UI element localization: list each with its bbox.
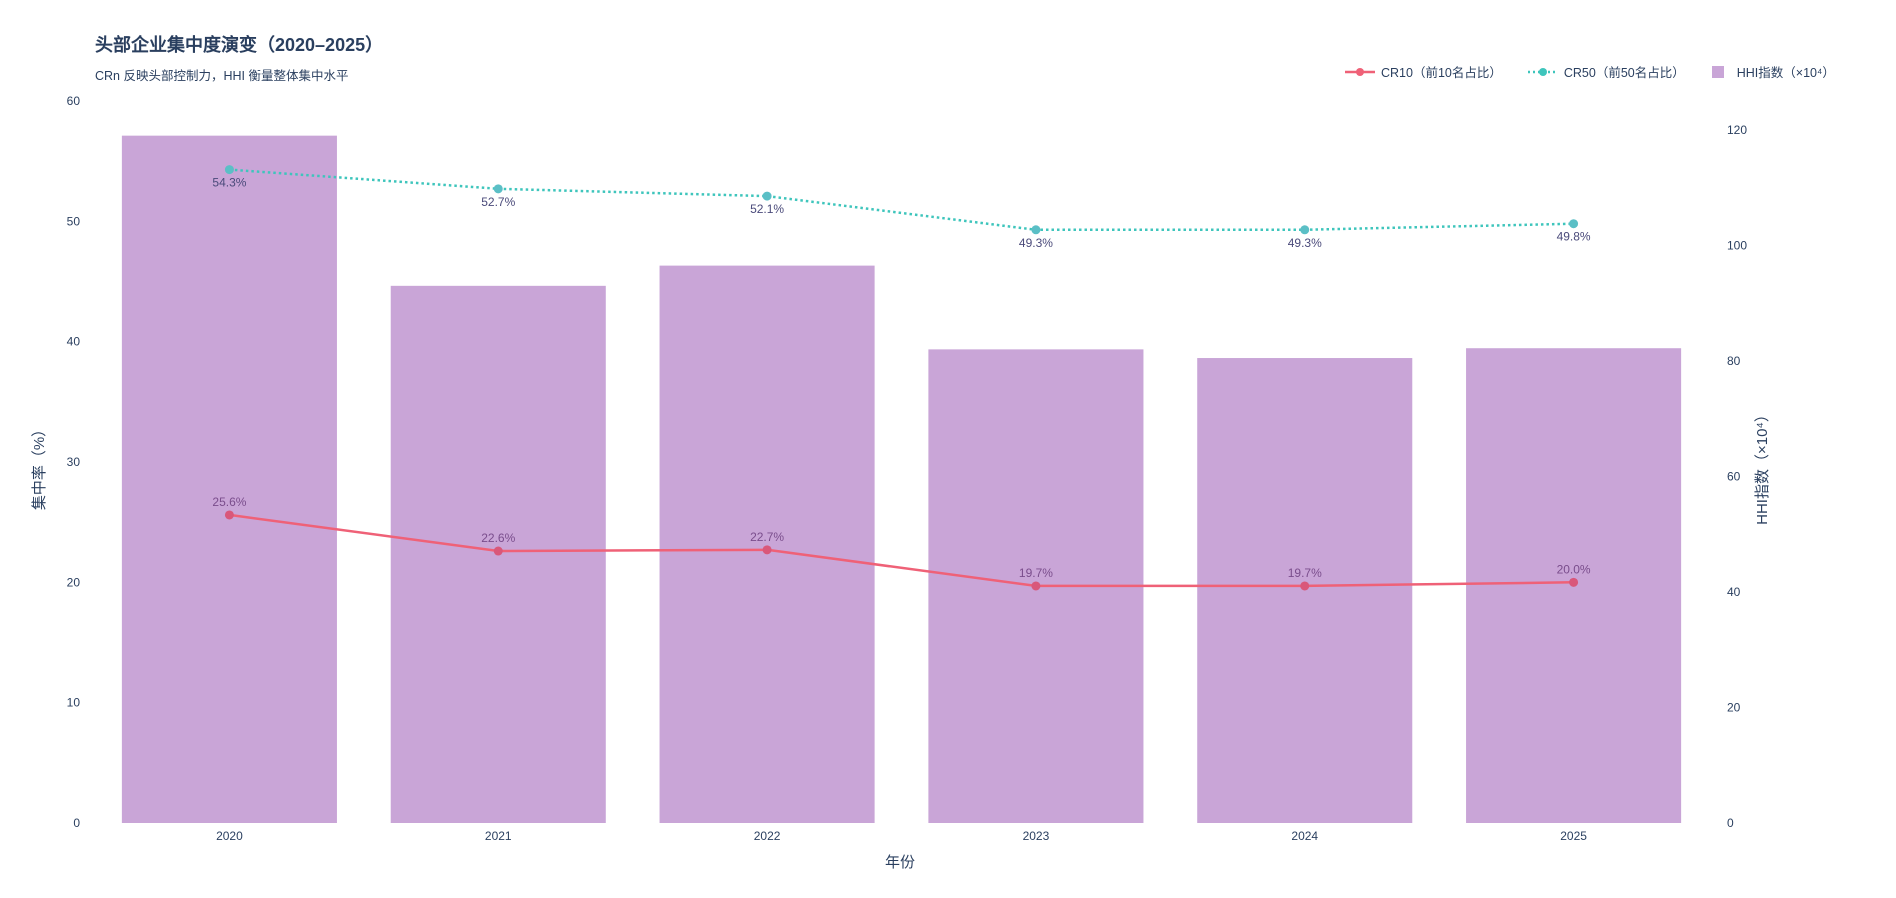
y2-tick-label: 100: [1727, 238, 1747, 252]
y-tick-label: 40: [67, 335, 81, 349]
y-tick-label: 60: [67, 94, 81, 108]
cr10-data-label: 25.6%: [212, 495, 246, 509]
cr50-point: [762, 191, 772, 201]
legend-hhi-label: HHI指数（×10⁴）: [1736, 66, 1835, 80]
legend-cr10-label: CR10（前10名占比）: [1381, 66, 1502, 80]
cr10-point: [1300, 581, 1310, 591]
cr10-data-label: 20.0%: [1557, 562, 1591, 576]
cr50-point: [1569, 219, 1579, 229]
cr50-data-label: 49.3%: [1019, 236, 1053, 250]
y-tick-label: 10: [67, 696, 81, 710]
cr10-data-label: 19.7%: [1288, 566, 1322, 580]
y-tick-label: 50: [67, 214, 81, 228]
cr50-line: [229, 168, 1574, 232]
left-y-axis: 0 10 20 30 40 50 60: [67, 94, 81, 830]
y-tick-label: 0: [73, 816, 80, 830]
legend-hhi-swatch: [1711, 65, 1725, 79]
legend-item-hhi[interactable]: HHI指数（×10⁴）: [1711, 62, 1835, 81]
y-tick-label: 20: [67, 575, 81, 589]
y2-tick-label: 40: [1727, 585, 1741, 599]
chart-subtitle: CRn 反映头部控制力，HHI 衡量整体集中水平: [95, 69, 349, 83]
hhi-bar: [121, 135, 337, 823]
cr50-data-label: 52.7%: [481, 195, 515, 209]
x-tick-label: 2021: [485, 829, 512, 843]
right-y-axis: 0 20 40 60 80 100 120: [1727, 123, 1747, 830]
cr50-point: [224, 165, 234, 175]
x-tick-label: 2020: [216, 829, 243, 843]
line-series: [224, 165, 1579, 591]
y-axis-title: 集中率（%）: [31, 422, 48, 510]
y2-axis-title: HHI指数（×10⁴）: [1754, 407, 1771, 525]
x-tick-label: 2023: [1023, 829, 1050, 843]
cr10-point: [1031, 581, 1041, 591]
y2-tick-label: 60: [1727, 469, 1741, 483]
legend-cr10-swatch: [1345, 66, 1375, 78]
cr10-point: [762, 545, 772, 555]
cr50-data-label: 49.3%: [1288, 236, 1322, 250]
cr10-point: [493, 546, 503, 556]
y2-tick-label: 80: [1727, 354, 1741, 368]
chart-title: 头部企业集中度演变（2020–2025）: [95, 35, 384, 55]
x-tick-label: 2022: [754, 829, 781, 843]
y2-tick-label: 0: [1727, 816, 1734, 830]
y2-tick-label: 20: [1727, 700, 1741, 714]
legend: CR10（前10名占比） CR50（前50名占比） HHI指数（×10⁴）: [1345, 62, 1835, 81]
cr10-point: [224, 510, 234, 520]
legend-cr50-swatch: [1527, 66, 1558, 78]
cr50-point: [493, 184, 503, 194]
cr50-point: [1300, 225, 1310, 235]
cr10-data-label: 19.7%: [1019, 566, 1053, 580]
cr50-data-label: 52.1%: [750, 202, 784, 216]
x-axis-title: 年份: [885, 854, 915, 871]
legend-cr50-label: CR50（前50名占比）: [1563, 66, 1685, 80]
hhi-bars: [121, 135, 1682, 824]
y2-tick-label: 120: [1727, 123, 1747, 137]
legend-item-cr50[interactable]: CR50（前50名占比）: [1527, 62, 1685, 81]
y-tick-label: 30: [67, 455, 81, 469]
cr50-point: [1031, 225, 1041, 235]
hhi-bar: [1197, 358, 1413, 823]
cr50-data-label: 49.8%: [1557, 230, 1591, 244]
cr50-data-label: 54.3%: [212, 176, 246, 190]
cr10-data-label: 22.6%: [481, 531, 515, 545]
x-tick-label: 2024: [1291, 829, 1318, 843]
cr10-line: [229, 513, 1574, 588]
x-tick-label: 2025: [1560, 829, 1587, 843]
point-labels: 25.6% 22.6% 22.7% 19.7% 19.7% 20.0% 54.3% 52.7%…: [212, 176, 1591, 580]
legend-item-cr10[interactable]: CR10（前10名占比）: [1345, 62, 1502, 81]
x-axis: 2020 2021 2022 2023 2024 2025: [216, 829, 1587, 843]
hhi-bar: [659, 265, 875, 824]
cr10-point: [1569, 577, 1579, 587]
cr10-data-label: 22.7%: [750, 530, 784, 544]
